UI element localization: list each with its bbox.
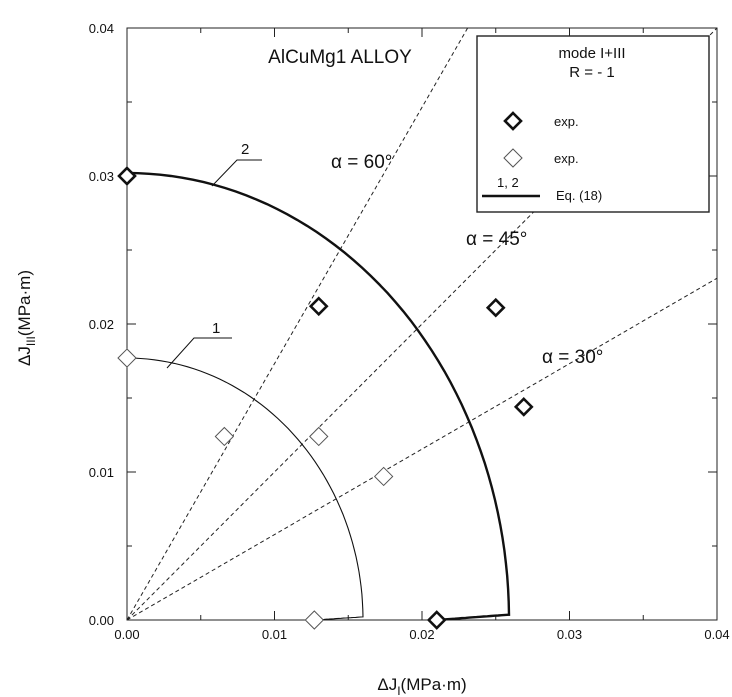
alpha-line-30 — [126, 277, 718, 621]
y-axis-subscript: III — [24, 336, 38, 346]
y-axis-delta: ΔJ — [15, 346, 34, 366]
data-point-thin — [214, 426, 235, 447]
curves — [126, 171, 511, 622]
data-point-bold — [117, 166, 137, 186]
x-axis-subscript: I — [397, 684, 400, 697]
alpha-45-label: α = 45° — [466, 229, 527, 250]
y-tick-label: 0.00 — [89, 613, 114, 628]
legend-label-thin: exp. — [554, 151, 579, 166]
points — [117, 166, 534, 630]
legend-title-line2: R = - 1 — [569, 64, 614, 81]
legend-label-bold: exp. — [554, 114, 579, 129]
curve-2-callout — [211, 159, 262, 187]
curve-1-label: 1 — [212, 320, 220, 337]
data-point-thin — [304, 610, 325, 630]
alpha-line-60 — [126, 27, 469, 621]
y-tick-label: 0.01 — [89, 465, 114, 480]
x-tick-label: 0.04 — [704, 627, 729, 642]
data-point-thin — [309, 426, 329, 447]
x-tick-label: 0.03 — [557, 627, 582, 642]
data-point-thin — [117, 348, 137, 368]
legend: mode I+III R = - 1 exp. exp. 1, 2 Eq. (1… — [476, 35, 710, 213]
legend-marker-bold-diamond — [503, 111, 523, 131]
legend-label-eq: Eq. (18) — [556, 188, 602, 203]
data-point-bold — [513, 397, 534, 417]
x-tick-label: 0.00 — [114, 627, 139, 642]
curve-1-callout — [166, 337, 232, 369]
data-point-bold — [426, 610, 447, 630]
curve-2-label: 2 — [241, 141, 249, 158]
x-axis-unit: (MPa·m) — [401, 675, 467, 694]
curve-1 — [126, 357, 364, 621]
y-axis-unit: (MPa·m) — [15, 270, 34, 336]
data-point-bold — [485, 297, 506, 318]
x-axis-delta: ΔJ — [377, 675, 397, 694]
alpha-60-label: α = 60° — [331, 152, 392, 173]
curve-2 — [126, 171, 511, 622]
y-tick-label: 0.04 — [89, 21, 114, 36]
chart-title: AlCuMg1 ALLOY — [268, 47, 412, 68]
x-tick-label: 0.02 — [409, 627, 434, 642]
y-axis-title: ΔJIII(MPa·m) — [15, 270, 38, 366]
ticks: 0.00 0.01 0.02 0.03 0.04 0.00 0.01 0.02 0.03 0.04 — [89, 21, 730, 642]
legend-line-label: 1, 2 — [497, 175, 519, 190]
data-point-bold — [308, 296, 329, 317]
alpha-30-label: α = 30° — [542, 347, 603, 368]
y-tick-label: 0.02 — [89, 317, 114, 332]
data-point-thin — [373, 466, 394, 487]
y-tick-label: 0.03 — [89, 169, 114, 184]
x-tick-label: 0.01 — [262, 627, 287, 642]
x-axis-title: ΔJI(MPa·m) — [377, 675, 466, 697]
legend-title-line1: mode I+III — [558, 45, 625, 62]
legend-marker-thin-diamond — [503, 148, 523, 168]
